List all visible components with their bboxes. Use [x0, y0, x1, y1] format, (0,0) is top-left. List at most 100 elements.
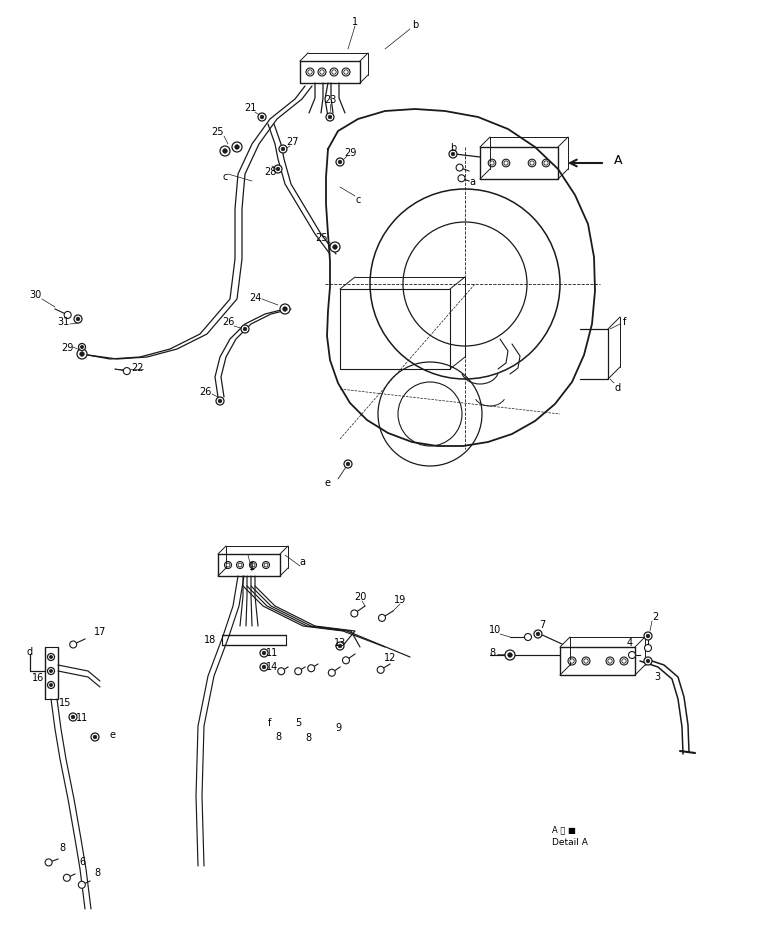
Text: 4: 4 — [627, 638, 633, 647]
Text: 25: 25 — [315, 233, 328, 243]
Text: 1: 1 — [352, 17, 358, 27]
Text: 28: 28 — [264, 167, 276, 177]
Text: 22: 22 — [131, 362, 143, 373]
Circle shape — [226, 564, 230, 567]
Circle shape — [64, 312, 71, 319]
Circle shape — [123, 368, 130, 375]
Circle shape — [458, 175, 465, 183]
Text: 24: 24 — [249, 293, 261, 303]
Text: c: c — [223, 171, 228, 182]
Text: 19: 19 — [394, 594, 406, 604]
Circle shape — [344, 461, 352, 468]
Circle shape — [243, 328, 247, 332]
Circle shape — [274, 166, 282, 174]
Text: 20: 20 — [354, 591, 366, 602]
Text: f: f — [623, 317, 627, 326]
Text: 5: 5 — [295, 717, 301, 727]
Text: A 拱 ■: A 拱 ■ — [552, 825, 576, 833]
Circle shape — [508, 653, 512, 657]
Text: 30: 30 — [29, 289, 41, 299]
Text: 26: 26 — [222, 317, 234, 326]
Text: e: e — [325, 477, 331, 488]
Text: 18: 18 — [204, 634, 216, 644]
Circle shape — [326, 114, 334, 121]
Text: a: a — [469, 177, 475, 187]
Circle shape — [534, 630, 542, 639]
Circle shape — [279, 146, 287, 154]
Text: 7: 7 — [539, 619, 545, 629]
Circle shape — [490, 161, 494, 166]
Text: 12: 12 — [384, 653, 396, 662]
Text: 8: 8 — [59, 842, 65, 852]
Text: 23: 23 — [324, 95, 336, 105]
Circle shape — [74, 316, 82, 324]
Text: 14: 14 — [266, 661, 278, 671]
Circle shape — [70, 641, 77, 648]
Circle shape — [78, 344, 86, 351]
Circle shape — [336, 642, 344, 651]
Text: 16: 16 — [32, 672, 44, 682]
Circle shape — [449, 151, 457, 159]
Circle shape — [338, 161, 342, 165]
Text: 1: 1 — [249, 562, 255, 571]
Circle shape — [336, 159, 344, 167]
Text: 9: 9 — [335, 722, 341, 732]
Circle shape — [218, 400, 222, 403]
Text: 8: 8 — [305, 732, 311, 743]
Text: 17: 17 — [93, 627, 106, 636]
Circle shape — [332, 70, 336, 75]
Circle shape — [69, 713, 77, 721]
Circle shape — [45, 859, 52, 866]
Circle shape — [49, 669, 52, 673]
Circle shape — [343, 657, 350, 664]
Bar — [340, 289, 450, 370]
Text: 10: 10 — [489, 624, 501, 634]
Text: 29: 29 — [344, 147, 356, 158]
Circle shape — [223, 149, 227, 154]
Circle shape — [258, 114, 266, 121]
Circle shape — [276, 168, 280, 171]
Text: 8: 8 — [275, 731, 281, 742]
Circle shape — [281, 148, 285, 152]
Circle shape — [646, 634, 650, 638]
Circle shape — [608, 659, 613, 664]
Circle shape — [530, 161, 534, 166]
Circle shape — [264, 564, 268, 567]
Circle shape — [48, 681, 55, 689]
Circle shape — [644, 632, 652, 641]
Text: 31: 31 — [57, 317, 69, 326]
Text: 8: 8 — [489, 647, 495, 657]
Circle shape — [232, 143, 242, 153]
Circle shape — [505, 651, 515, 660]
Circle shape — [537, 632, 540, 636]
Circle shape — [320, 70, 325, 75]
Text: f: f — [268, 717, 271, 727]
Text: d: d — [615, 383, 621, 392]
Circle shape — [333, 246, 337, 250]
Circle shape — [524, 634, 531, 641]
Circle shape — [238, 564, 242, 567]
Circle shape — [646, 659, 650, 663]
Circle shape — [504, 161, 508, 166]
Text: Detail A: Detail A — [552, 838, 588, 846]
Circle shape — [277, 668, 285, 675]
Circle shape — [295, 668, 302, 675]
Text: 11: 11 — [76, 712, 88, 722]
Circle shape — [71, 716, 74, 719]
Circle shape — [235, 146, 239, 150]
Circle shape — [241, 325, 249, 334]
Circle shape — [81, 346, 84, 349]
Text: b: b — [450, 143, 456, 153]
Circle shape — [377, 667, 384, 674]
Circle shape — [544, 161, 548, 166]
Circle shape — [93, 735, 97, 739]
Text: 26: 26 — [199, 387, 211, 397]
Circle shape — [570, 659, 575, 664]
Circle shape — [344, 70, 348, 75]
Text: A: A — [614, 153, 622, 166]
Text: b: b — [412, 20, 418, 30]
Circle shape — [629, 652, 635, 659]
Circle shape — [328, 116, 332, 120]
Text: 27: 27 — [287, 137, 299, 146]
Circle shape — [456, 165, 463, 171]
